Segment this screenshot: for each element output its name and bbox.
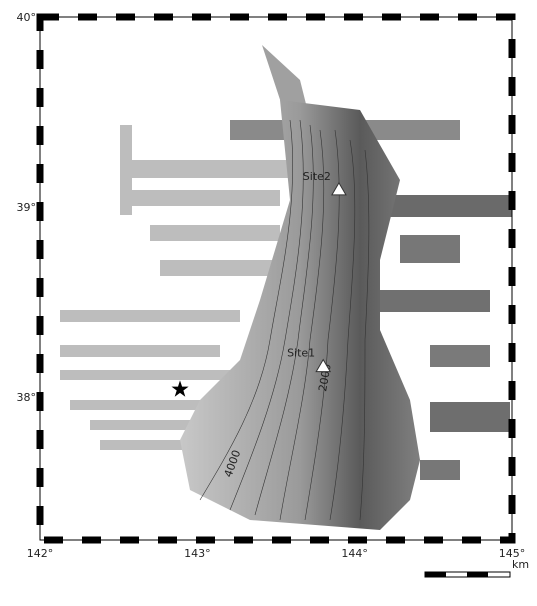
lat-label: 40°	[17, 11, 37, 24]
map: 4000 2000 km 40°39°38°142°143°144°145°Si…	[0, 0, 537, 606]
scale-bar: km	[425, 558, 529, 577]
lon-label: 144°	[341, 547, 368, 560]
epicenter-star	[172, 380, 189, 396]
site-label: Site1	[287, 347, 315, 360]
site-label: Site2	[303, 170, 331, 183]
bathymetry	[60, 45, 512, 530]
lon-label: 143°	[184, 547, 211, 560]
lon-label: 145°	[499, 547, 526, 560]
lon-label: 142°	[27, 547, 54, 560]
lat-label: 38°	[17, 391, 37, 404]
lat-label: 39°	[17, 201, 37, 214]
